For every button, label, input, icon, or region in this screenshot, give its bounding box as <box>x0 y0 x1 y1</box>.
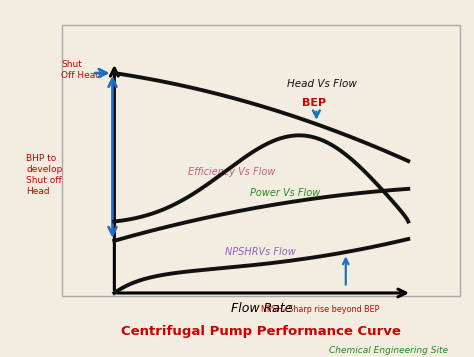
Text: NPSHRVs Flow: NPSHRVs Flow <box>225 247 295 257</box>
Text: Head Vs Flow: Head Vs Flow <box>287 79 357 89</box>
Text: BHP to
develop
Shut off
Head: BHP to develop Shut off Head <box>26 154 63 196</box>
Text: Flow Rate: Flow Rate <box>230 302 292 315</box>
Text: Shut
Off Head: Shut Off Head <box>61 60 101 80</box>
Text: BEP: BEP <box>302 97 327 107</box>
Text: Centrifugal Pump Performance Curve: Centrifugal Pump Performance Curve <box>121 325 401 338</box>
Text: NPSHₐ Sharp rise beyond BEP: NPSHₐ Sharp rise beyond BEP <box>261 305 380 314</box>
Text: Power Vs Flow: Power Vs Flow <box>250 188 320 198</box>
Text: Chemical Engineering Site: Chemical Engineering Site <box>329 346 448 355</box>
Text: Efficiency Vs Flow: Efficiency Vs Flow <box>188 167 275 177</box>
